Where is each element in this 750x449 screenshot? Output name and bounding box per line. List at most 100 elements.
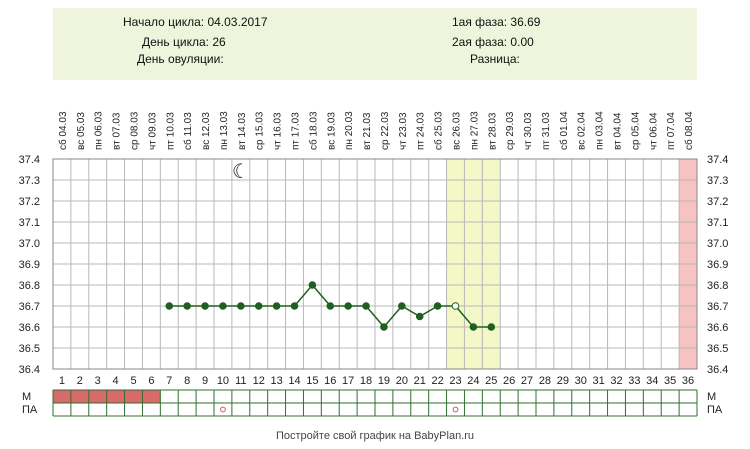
date-label: пн 03.04 (595, 111, 606, 150)
temperature-point[interactable] (398, 302, 406, 310)
temperature-point[interactable] (165, 302, 174, 310)
day-number-label: 35 (664, 375, 676, 387)
y-tick-label-right: 36.7 (707, 301, 728, 313)
date-label: пт 24.03 (416, 112, 427, 150)
day-number-label: 27 (521, 375, 533, 387)
date-label: вс 12.03 (201, 112, 212, 150)
day-number-label: 23 (449, 375, 461, 387)
date-label: вт 14.03 (237, 112, 248, 150)
date-label: ср 08.03 (130, 111, 141, 150)
day-number-label: 20 (396, 375, 408, 387)
temperature-point[interactable] (201, 302, 209, 310)
temperature-point[interactable] (326, 302, 335, 310)
temperature-point[interactable] (380, 323, 388, 331)
date-label: чт 23.03 (398, 112, 409, 150)
day-number-label: 31 (592, 375, 604, 387)
day-number-label: 6 (148, 375, 154, 387)
y-tick-label-left: 37.0 (19, 238, 40, 250)
cycle-start-label: Начало цикла: 04.03.2017 (123, 15, 268, 29)
temperature-point[interactable] (290, 302, 299, 310)
day-number-label: 1 (59, 375, 65, 387)
row-label-m-right: М (707, 391, 716, 403)
y-tick-label-right: 36.4 (707, 364, 728, 376)
bbt-chart: 37.4 37.4 37.3 37.3 37.2 37.2 37.1 37.1 37.0 37.0… (19, 111, 728, 417)
date-label: сб 01.04 (558, 111, 570, 150)
day-number-label: 13 (270, 375, 282, 387)
day-number-label: 34 (646, 375, 658, 387)
y-tick-label-right: 37.4 (707, 154, 728, 166)
y-tick-label-left: 37.3 (19, 175, 40, 187)
y-tick-label-right: 37.2 (707, 196, 728, 208)
date-label: чт 30.03 (523, 112, 534, 150)
day-number-label: 18 (360, 375, 372, 387)
temperature-point[interactable] (237, 302, 245, 310)
date-label: пн 20.03 (344, 111, 355, 150)
date-label: сб 25.03 (433, 111, 445, 150)
day-number-label: 26 (503, 375, 515, 387)
temperature-point[interactable] (308, 281, 317, 289)
row-label-pa-right: ПА (707, 404, 723, 416)
day-number-label: 22 (431, 375, 443, 387)
y-tick-label-left: 36.6 (19, 322, 40, 334)
day-number-label: 36 (682, 375, 694, 387)
difference-label: Разница: (470, 52, 520, 66)
date-label: сб 04.03 (57, 111, 69, 150)
date-label: вс 26.03 (452, 112, 463, 150)
y-tick-label-left: 36.7 (19, 301, 40, 313)
day-number-label: 15 (306, 375, 318, 387)
day-number-label: 14 (288, 375, 300, 387)
temperature-point[interactable] (254, 302, 263, 310)
date-label: сб 11.03 (182, 112, 194, 150)
temperature-point[interactable] (433, 302, 442, 310)
temperature-point[interactable] (272, 302, 281, 310)
date-label: ср 29.03 (505, 111, 516, 150)
date-label: пн 27.03 (469, 111, 480, 150)
day-number-label: 12 (253, 375, 265, 387)
temperature-point[interactable] (183, 302, 191, 310)
date-label: чт 09.03 (147, 112, 158, 150)
footer-text[interactable]: Постройте свой график на BabyPlan.ru (275, 430, 475, 442)
ovulation-day-label: День овуляции: (137, 52, 224, 66)
date-label: сб 08.04 (683, 111, 695, 150)
date-label: пн 13.03 (219, 111, 230, 150)
pa-marker-icon (452, 406, 459, 413)
temperature-point[interactable] (415, 312, 424, 321)
temperature-point[interactable] (219, 302, 227, 310)
date-label: пт 31.03 (541, 112, 552, 150)
day-number-label: 11 (235, 375, 246, 387)
day-number-label: 16 (324, 375, 336, 387)
temperature-point[interactable] (451, 302, 460, 310)
day-number-label: 28 (539, 375, 551, 387)
day-number-label: 3 (95, 375, 101, 387)
y-tick-label-left: 36.5 (19, 343, 40, 355)
date-label: пн 06.03 (94, 111, 105, 150)
phase2-label: 2ая фаза: 0.00 (452, 35, 534, 49)
day-number-label: 32 (610, 375, 622, 387)
day-number-label: 7 (166, 375, 172, 387)
date-label: вт 21.03 (362, 112, 373, 150)
temperature-point[interactable] (487, 323, 496, 331)
y-tick-label-right: 36.5 (707, 343, 728, 355)
y-tick-label-left: 36.4 (19, 364, 40, 376)
day-number-label: 4 (113, 375, 119, 387)
day-number-label: 5 (130, 375, 136, 387)
date-label: чт 06.04 (648, 112, 659, 150)
phase1-label: 1ая фаза: 36.69 (452, 15, 541, 29)
temperature-point[interactable] (362, 302, 370, 310)
day-number-label: 10 (217, 375, 229, 387)
date-label: ср 05.04 (630, 111, 641, 150)
day-number-label: 24 (467, 375, 479, 387)
y-tick-label-left: 37.1 (19, 217, 40, 229)
y-tick-label-right: 36.8 (707, 280, 728, 292)
day-number-label: 19 (378, 375, 390, 387)
y-tick-label-right: 37.3 (707, 175, 728, 187)
date-label: пт 10.03 (165, 112, 176, 150)
date-label: вт 28.03 (487, 112, 498, 150)
temperature-point[interactable] (469, 323, 478, 331)
row-label-pa-left: ПА (22, 404, 38, 416)
date-label: сб 18.03 (307, 111, 319, 150)
date-label: вс 19.03 (326, 112, 337, 150)
temperature-point[interactable] (344, 302, 352, 310)
date-label: ср 15.03 (255, 111, 266, 150)
